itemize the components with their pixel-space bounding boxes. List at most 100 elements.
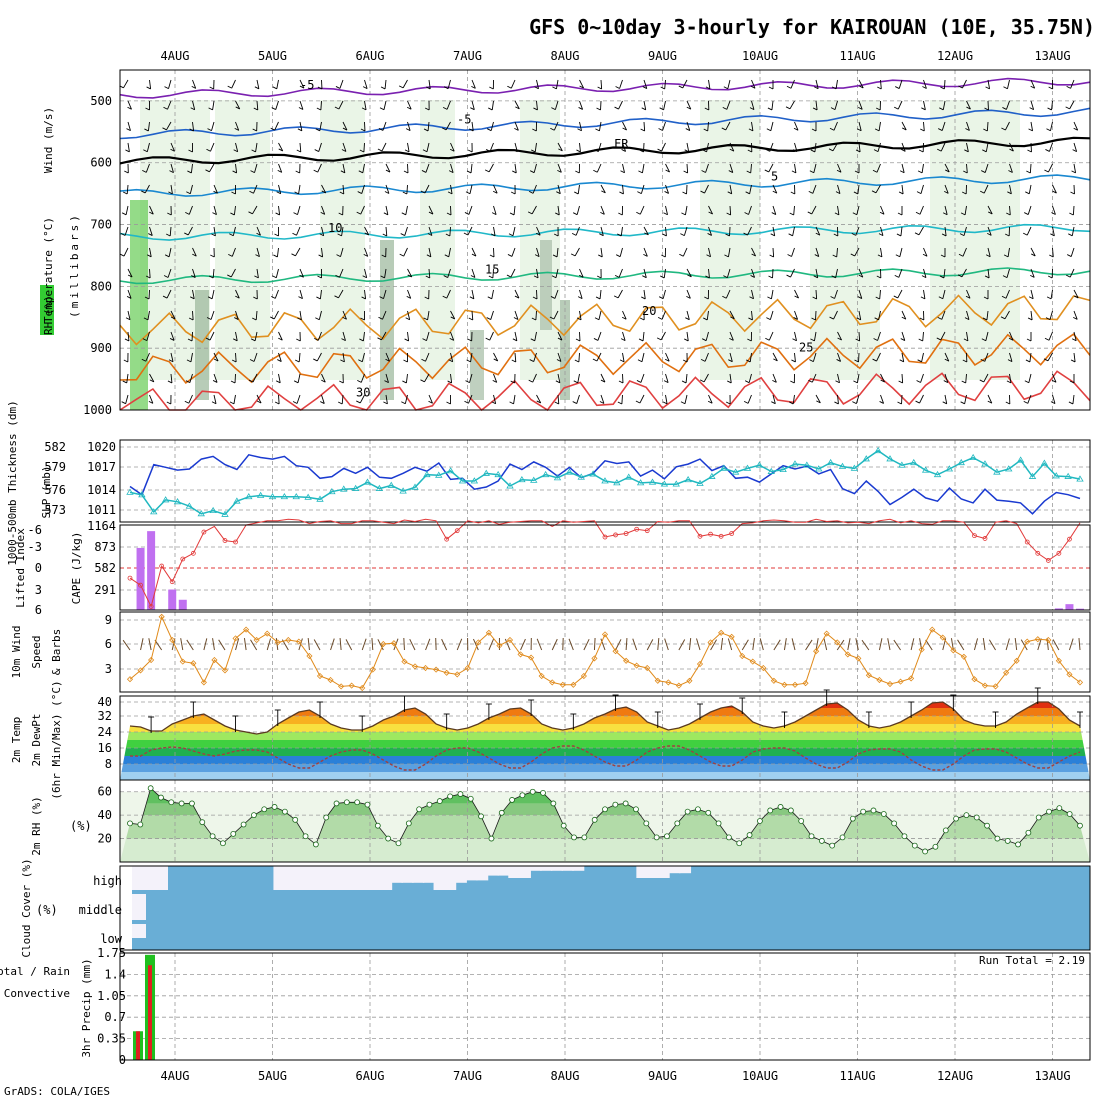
wind-barb-flag bbox=[513, 149, 518, 153]
wind-barb-flag bbox=[148, 400, 154, 404]
wind-barb bbox=[941, 310, 946, 320]
upper-air-ylabel: RH (%) Temperature (°C) Wind (m/s) (mill… bbox=[42, 107, 81, 335]
wind-barb-flag bbox=[464, 400, 469, 404]
wind-barb-flag bbox=[898, 191, 904, 195]
wind-barb bbox=[471, 79, 476, 89]
wind-barb bbox=[599, 289, 602, 299]
wind-barb-flag bbox=[638, 170, 643, 174]
wind-barb-flag bbox=[728, 170, 733, 173]
wind-barb bbox=[362, 331, 365, 341]
high-cloud-gap bbox=[540, 866, 553, 871]
wind-barb-flag bbox=[293, 212, 298, 216]
wind-barb-flag bbox=[639, 149, 644, 153]
wind-barb bbox=[880, 247, 883, 257]
wind-barb-flag bbox=[141, 190, 146, 194]
wind-barb bbox=[448, 247, 451, 257]
wind-barb bbox=[579, 79, 584, 89]
rh-marker bbox=[395, 840, 402, 847]
wind-barb bbox=[751, 100, 755, 110]
wind-barb-flag bbox=[1008, 337, 1014, 341]
rh-marker bbox=[560, 822, 567, 829]
wind-barb bbox=[428, 205, 434, 215]
wind-barb bbox=[1048, 331, 1053, 341]
isotherm-label: 10 bbox=[328, 221, 342, 235]
wind-barb bbox=[815, 394, 821, 404]
date-label-top: 13AUG bbox=[1034, 49, 1070, 63]
wind-barb bbox=[296, 226, 301, 236]
wind-barb bbox=[617, 289, 623, 299]
thickness-marker bbox=[791, 460, 799, 467]
wind-barb-flag bbox=[901, 148, 906, 152]
temp-tick: 16 bbox=[98, 741, 112, 755]
wind-barb-flag bbox=[571, 232, 577, 236]
rh-marker bbox=[230, 830, 237, 837]
precip-frame bbox=[119, 952, 1091, 1061]
wind-barb-flag bbox=[664, 358, 670, 362]
wind-barb-flag bbox=[936, 337, 941, 341]
wind-barb bbox=[794, 163, 797, 173]
wind-barb bbox=[791, 247, 795, 257]
wind-barb bbox=[192, 247, 197, 257]
wind-barb-flag bbox=[205, 337, 211, 341]
wind10m-barb bbox=[973, 638, 979, 651]
wind-barb-flag bbox=[295, 170, 300, 174]
wind-barb bbox=[493, 226, 496, 236]
wind-barb-flag bbox=[768, 275, 773, 279]
wind-barb-flag bbox=[722, 106, 727, 110]
wind-barb-flag bbox=[277, 169, 282, 173]
wind-barb bbox=[966, 121, 970, 131]
wind10m-marker bbox=[443, 669, 450, 676]
wind10m-marker bbox=[739, 652, 746, 660]
wind-barb bbox=[643, 121, 646, 132]
wind-barb-flag bbox=[642, 86, 647, 89]
wind-barb-flag bbox=[443, 86, 449, 90]
wind-barb bbox=[557, 352, 562, 362]
wind-barb bbox=[772, 226, 776, 236]
wind-barb bbox=[577, 373, 580, 383]
thickness-marker bbox=[221, 510, 229, 517]
wind-barb bbox=[557, 373, 561, 383]
rh-marker bbox=[633, 806, 639, 813]
thickness-marker bbox=[553, 474, 562, 481]
rh-marker bbox=[942, 827, 949, 834]
isotherm-line bbox=[119, 107, 1091, 140]
wind-barb-flag bbox=[593, 169, 598, 173]
wind-barb-flag bbox=[725, 401, 731, 405]
wind-barb-flag bbox=[442, 106, 448, 110]
wind-barb-flag bbox=[529, 359, 534, 362]
wind-barb bbox=[536, 394, 542, 404]
wind-barb-flag bbox=[1047, 107, 1052, 111]
wind-barb bbox=[858, 268, 864, 278]
wind-barb bbox=[768, 331, 774, 341]
wind-barb bbox=[662, 121, 666, 131]
wind10m-marker bbox=[791, 681, 799, 688]
wind-barb-flag bbox=[722, 295, 727, 299]
wind-barb-flag bbox=[1070, 359, 1076, 363]
wind-barb-flag bbox=[812, 296, 817, 300]
wind-barb-flag bbox=[686, 106, 692, 110]
wind-barb bbox=[726, 268, 731, 278]
wind-barb-flag bbox=[901, 316, 907, 320]
rh-marker bbox=[1004, 838, 1011, 844]
wind-barb-flag bbox=[961, 380, 966, 384]
wind-barb-flag bbox=[835, 380, 840, 384]
wind-barb-flag bbox=[425, 275, 430, 279]
wind10m-marker bbox=[1013, 657, 1020, 664]
wind-barb-flag bbox=[1030, 274, 1035, 278]
wind-barb bbox=[794, 142, 798, 152]
wind-barb-flag bbox=[278, 148, 283, 152]
wind-barb-flag bbox=[743, 232, 748, 236]
wind-barb bbox=[532, 184, 537, 194]
wind-barb bbox=[385, 373, 389, 383]
wind-barb-flag bbox=[852, 212, 858, 216]
temp-bands bbox=[120, 702, 1090, 780]
wind-barb bbox=[858, 79, 864, 89]
wind-barb-flag bbox=[874, 128, 880, 132]
wind-barb bbox=[147, 310, 150, 320]
wind10m-marker bbox=[306, 652, 313, 660]
wind-barb bbox=[622, 310, 627, 320]
cape-top-tick: 1164 bbox=[87, 519, 116, 533]
wind10m-barb bbox=[791, 638, 796, 651]
wind10m-marker bbox=[390, 640, 397, 647]
